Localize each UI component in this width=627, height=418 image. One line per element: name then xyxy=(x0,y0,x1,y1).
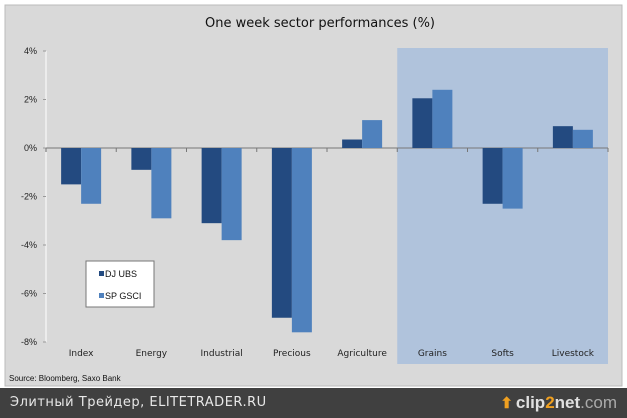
bar-chart: One week sector performances (%) 4% 2% 0% -… xyxy=(4,4,623,387)
y-tick-label: -4% xyxy=(21,240,37,250)
legend-swatch-dj-ubs xyxy=(99,271,104,276)
y-tick-label: 0% xyxy=(24,143,37,153)
chart-source: Source: Bloomberg, Saxo Bank xyxy=(9,374,122,383)
chart-title: One week sector performances (%) xyxy=(205,16,435,31)
y-tick-label: -8% xyxy=(21,337,37,347)
x-tick-label: Index xyxy=(69,349,94,359)
y-tick-label: 2% xyxy=(24,95,37,105)
bar-sp-gsci-index xyxy=(81,148,102,204)
x-tick-label: Livestock xyxy=(552,349,595,359)
legend-label-dj-ubs: DJ UBS xyxy=(105,269,137,279)
legend-swatch-sp-gsci xyxy=(99,293,104,298)
bar-sp-gsci-industrial xyxy=(221,148,242,241)
footer-bar: Элитный Трейдер, ELITETRADER.RU ⬆ clip2n… xyxy=(0,388,627,418)
x-tick-label: Agriculture xyxy=(337,349,387,359)
x-tick-label: Grains xyxy=(418,349,447,359)
bar-dj-ubs-livestock xyxy=(552,126,573,148)
legend: DJ UBS SP GSCI xyxy=(85,260,155,308)
y-tick-label: -6% xyxy=(21,289,37,299)
bar-sp-gsci-livestock xyxy=(572,129,593,148)
y-tick-label: -2% xyxy=(21,192,37,202)
bar-dj-ubs-energy xyxy=(131,148,152,170)
x-tick-label: Softs xyxy=(491,349,514,359)
bar-sp-gsci-grains xyxy=(432,89,453,148)
bar-dj-ubs-agriculture xyxy=(342,139,363,148)
bar-dj-ubs-industrial xyxy=(201,148,222,224)
clip2net-logo: ⬆ clip2net.com xyxy=(500,393,617,412)
x-tick-label: Industrial xyxy=(201,349,243,359)
bar-sp-gsci-precious xyxy=(291,148,312,333)
bar-dj-ubs-index xyxy=(61,148,82,185)
bar-dj-ubs-softs xyxy=(482,148,503,204)
upload-arrow-icon: ⬆ xyxy=(500,395,513,412)
footer-caption: Элитный Трейдер, ELITETRADER.RU xyxy=(10,395,267,410)
bar-sp-gsci-softs xyxy=(502,148,523,209)
x-tick-label: Precious xyxy=(273,349,311,359)
bar-sp-gsci-agriculture xyxy=(362,120,383,148)
bar-dj-ubs-precious xyxy=(271,148,292,318)
y-tick-label: 4% xyxy=(24,46,37,56)
x-tick-label: Energy xyxy=(136,349,168,359)
bar-sp-gsci-energy xyxy=(151,148,172,219)
bar-dj-ubs-grains xyxy=(412,98,433,148)
legend-label-sp-gsci: SP GSCI xyxy=(105,291,141,301)
chart-frame: One week sector performances (%) 4% 2% 0% -… xyxy=(4,4,623,387)
